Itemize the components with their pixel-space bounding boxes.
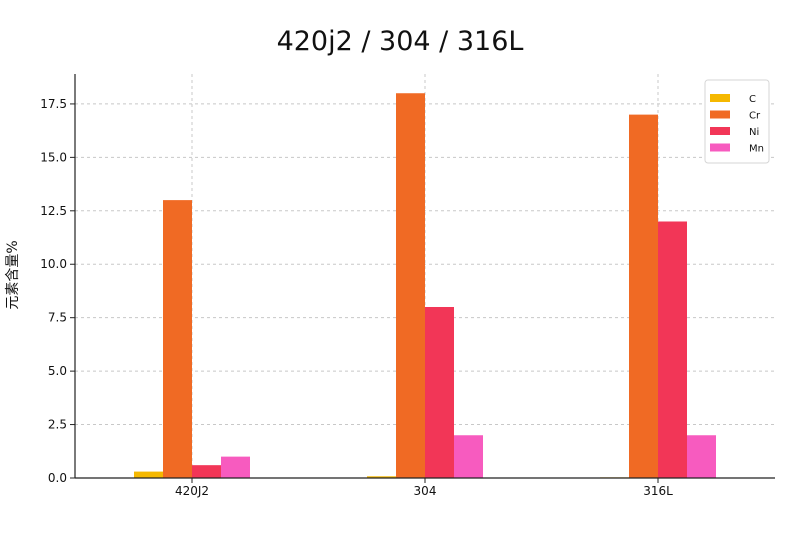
y-tick-label: 5.0 [48, 364, 67, 378]
y-tick-label: 17.5 [40, 97, 67, 111]
bar-cr-304 [396, 93, 425, 478]
bar-c-304 [367, 476, 396, 478]
y-tick-label: 10.0 [40, 257, 67, 271]
bar-cr-420j2 [163, 200, 192, 479]
y-tick-label: 2.5 [48, 418, 67, 432]
legend-swatch-ni [710, 127, 730, 135]
y-tick-label: 0.0 [48, 471, 67, 485]
legend-label-c: C [749, 94, 756, 105]
y-tick-label: 7.5 [48, 311, 67, 325]
y-tick-label: 12.5 [40, 204, 67, 218]
chart-title: 420j2 / 304 / 316L [276, 26, 524, 57]
bar-c-420j2 [134, 471, 163, 478]
legend-swatch-mn [710, 143, 730, 152]
x-tick-label: 304 [414, 484, 437, 498]
y-tick-label: 15.0 [40, 150, 67, 164]
legend-label-ni: Ni [749, 127, 759, 138]
bar-ni-316l [658, 221, 687, 478]
axes-layer: 0.0 2.5 5.0 7.5 10.0 12.5 15.0 17.5 420J2 304 316L [40, 74, 775, 498]
bar-mn-316l [687, 435, 716, 478]
legend-swatch-c [710, 94, 730, 102]
x-tick-label: 316L [643, 484, 673, 498]
legend-label-cr: Cr [749, 111, 761, 122]
bar-ni-420j2 [192, 465, 221, 478]
bar-mn-304 [454, 435, 483, 478]
bar-mn-420j2 [221, 456, 250, 478]
x-tick-label: 420J2 [175, 484, 209, 498]
legend-label-mn: Mn [749, 144, 764, 155]
bar-ni-304 [425, 306, 454, 478]
bar-cr-316l [629, 114, 658, 478]
legend-swatch-cr [710, 110, 730, 119]
legend: C Cr Ni Mn [704, 79, 770, 164]
bars-layer [134, 93, 716, 479]
